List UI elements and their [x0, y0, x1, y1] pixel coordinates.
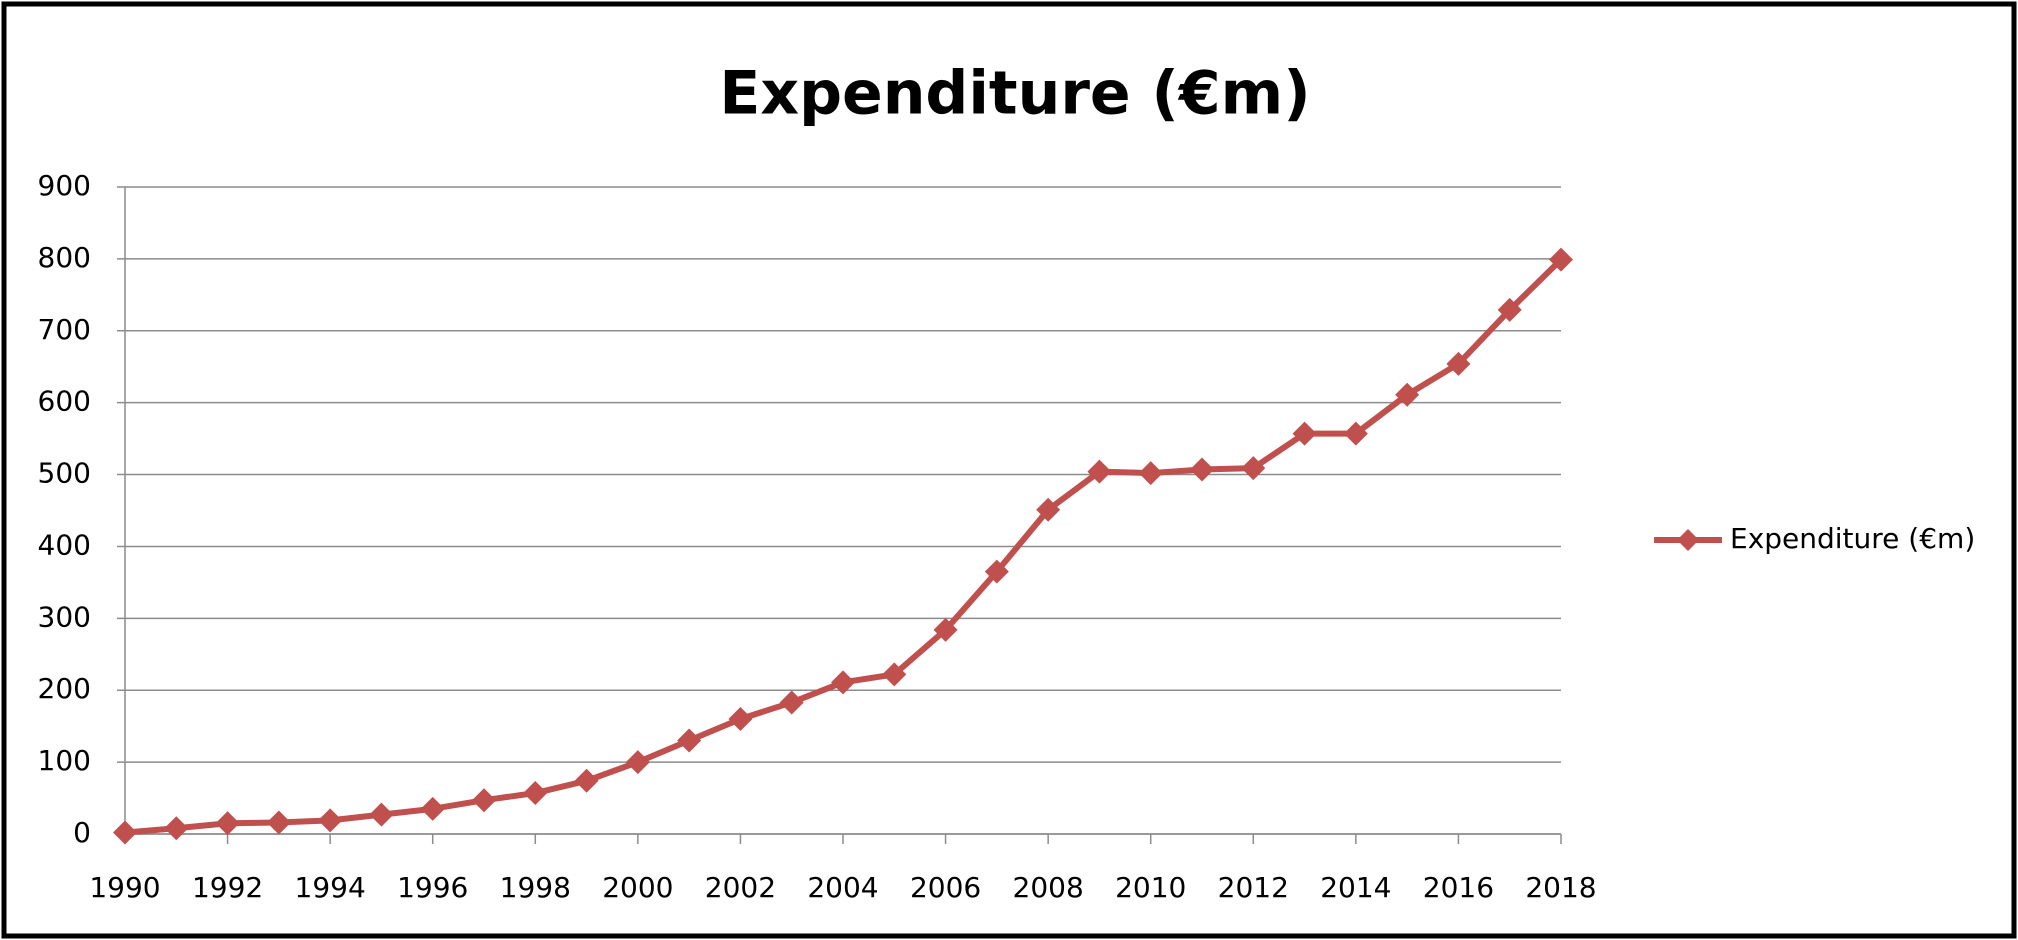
- point: [1549, 247, 1573, 272]
- point: [164, 816, 189, 841]
- x-tick-label: 2014: [1320, 871, 1391, 904]
- y-tick-label: 400: [38, 528, 91, 561]
- y-tick-label: 300: [38, 600, 91, 633]
- point: [1087, 459, 1112, 484]
- x-tick-label: 2018: [1525, 871, 1596, 904]
- y-tick-label: 800: [38, 241, 91, 274]
- x-tick-label: 1990: [89, 871, 160, 904]
- point: [1497, 297, 1522, 322]
- point: [1292, 421, 1317, 446]
- y-tick-label: 900: [38, 169, 91, 202]
- point: [472, 788, 496, 813]
- point: [1395, 382, 1420, 407]
- point: [574, 768, 599, 793]
- point: [728, 706, 753, 731]
- point: [215, 811, 240, 836]
- point: [523, 781, 548, 806]
- point: [1343, 421, 1368, 446]
- y-tick-label: 600: [38, 385, 91, 418]
- point: [677, 728, 702, 753]
- chart-title: Expenditure (€m): [719, 59, 1310, 129]
- y-tick-label: 700: [38, 313, 91, 346]
- x-tick-label: 2002: [705, 871, 776, 904]
- point: [1036, 497, 1061, 522]
- legend-label: Expenditure (€m): [1730, 522, 1975, 555]
- x-tick-label: 1994: [295, 871, 366, 904]
- point: [984, 559, 1009, 584]
- x-tick-label: 2000: [602, 871, 673, 904]
- point: [266, 810, 291, 835]
- point: [882, 662, 907, 687]
- x-tick-label: 1996: [397, 871, 468, 904]
- x-tick-label: 2004: [807, 871, 878, 904]
- point: [625, 750, 650, 775]
- x-tick-label: 2010: [1115, 871, 1186, 904]
- point: [831, 670, 855, 695]
- point: [1138, 461, 1163, 486]
- y-tick-label: 0: [73, 816, 91, 849]
- point: [113, 820, 137, 845]
- y-tick-label: 500: [38, 457, 91, 490]
- y-tick-label: 100: [38, 744, 91, 777]
- point: [933, 617, 958, 642]
- point: [420, 796, 445, 821]
- point: [1190, 457, 1214, 482]
- x-tick-label: 2016: [1423, 871, 1494, 904]
- x-tick-label: 2006: [910, 871, 981, 904]
- x-tick-label: 1998: [500, 871, 571, 904]
- legend-marker: [1677, 529, 1699, 551]
- x-tick-label: 1992: [192, 871, 263, 904]
- point: [369, 802, 394, 827]
- point: [1446, 351, 1471, 376]
- point: [1241, 456, 1266, 481]
- point: [779, 690, 804, 715]
- x-tick-label: 2008: [1013, 871, 1084, 904]
- point: [318, 808, 343, 833]
- x-tick-label: 2012: [1218, 871, 1289, 904]
- y-tick-label: 200: [38, 672, 91, 705]
